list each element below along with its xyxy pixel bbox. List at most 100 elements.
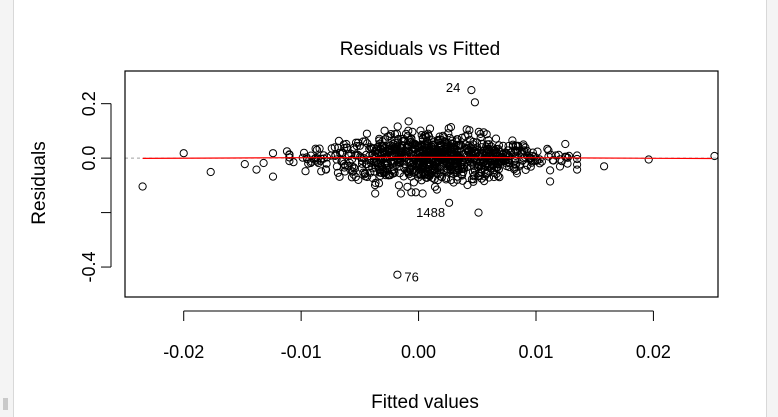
data-point <box>407 188 416 197</box>
data-point <box>299 148 309 157</box>
data-point <box>311 144 320 153</box>
data-point <box>442 141 451 150</box>
data-point <box>508 142 518 151</box>
x-tick-label: -0.01 <box>281 342 322 362</box>
data-point <box>461 132 470 141</box>
data-point <box>458 176 467 185</box>
data-point <box>512 147 521 156</box>
data-point <box>527 158 536 167</box>
data-point <box>369 144 379 153</box>
labeled-data-point <box>393 270 402 279</box>
data-point <box>454 151 463 160</box>
data-point <box>436 158 445 167</box>
y-tick-label: -0.4 <box>79 251 99 282</box>
data-point <box>573 165 582 174</box>
data-point <box>554 150 563 159</box>
data-point <box>332 162 341 171</box>
data-point <box>380 159 389 168</box>
data-point <box>340 143 349 153</box>
data-point <box>333 168 342 177</box>
data-point <box>306 151 315 160</box>
data-point <box>393 140 402 149</box>
chart-title: Residuals vs Fitted <box>340 39 501 60</box>
x-tick-label: 0.02 <box>636 342 671 362</box>
data-point <box>444 124 453 133</box>
x-tick-label: -0.02 <box>163 342 204 362</box>
data-point <box>477 143 486 152</box>
data-point <box>368 164 377 173</box>
data-point <box>416 126 425 135</box>
data-point <box>371 161 380 170</box>
data-point <box>502 152 511 161</box>
data-point <box>467 155 476 164</box>
data-point <box>482 147 491 156</box>
labeled-data-point <box>467 86 476 95</box>
data-point <box>503 155 512 164</box>
data-point <box>390 130 399 139</box>
data-point <box>414 143 423 152</box>
x-tick-label: 0.00 <box>401 342 436 362</box>
x-tick-label: 0.01 <box>518 342 553 362</box>
data-point <box>510 163 519 172</box>
data-point <box>282 147 292 156</box>
data-point <box>384 170 393 179</box>
y-tick-label: 0.2 <box>79 91 99 116</box>
data-point <box>491 134 501 143</box>
data-point <box>419 161 428 170</box>
data-point <box>442 144 451 153</box>
data-point <box>403 182 412 191</box>
data-point <box>371 189 380 198</box>
data-point <box>493 162 502 171</box>
data-point <box>404 126 413 135</box>
data-point <box>240 160 249 169</box>
data-point <box>289 158 298 167</box>
data-point <box>422 161 431 170</box>
data-point <box>546 177 555 186</box>
data-point <box>259 158 268 168</box>
data-point <box>430 175 439 184</box>
point-label: 1488 <box>416 205 445 220</box>
data-point <box>469 155 479 165</box>
data-point <box>600 162 609 171</box>
data-point <box>448 139 457 148</box>
data-point <box>543 144 552 153</box>
plot-border <box>124 70 719 298</box>
data-point <box>357 164 366 173</box>
data-point <box>268 172 278 181</box>
data-point <box>494 141 504 150</box>
data-point <box>513 142 522 151</box>
data-point <box>495 173 504 182</box>
data-point <box>317 167 326 176</box>
data-point <box>440 133 449 142</box>
data-point <box>474 208 483 217</box>
data-point <box>374 179 384 188</box>
data-point <box>399 172 408 181</box>
data-point <box>549 156 558 165</box>
data-point <box>546 166 555 175</box>
data-point <box>206 167 215 177</box>
data-point <box>392 143 401 152</box>
data-point <box>420 139 429 148</box>
data-point <box>319 154 328 163</box>
data-point <box>404 117 413 126</box>
data-point <box>383 147 392 156</box>
data-point <box>396 189 405 198</box>
data-point <box>407 134 416 143</box>
data-point <box>425 124 435 133</box>
data-point <box>526 154 535 163</box>
labeled-data-point <box>445 198 454 207</box>
data-point <box>495 147 504 156</box>
data-point <box>555 162 565 171</box>
smoother-line <box>142 156 713 160</box>
data-point <box>439 166 448 175</box>
data-point <box>433 156 443 165</box>
data-point <box>382 152 391 161</box>
data-point <box>494 165 503 174</box>
data-point <box>362 129 371 138</box>
data-point <box>449 178 458 187</box>
data-point <box>394 181 403 190</box>
data-point <box>573 151 582 160</box>
data-point <box>446 123 456 132</box>
point-label: 76 <box>404 270 418 285</box>
data-point <box>544 152 553 161</box>
